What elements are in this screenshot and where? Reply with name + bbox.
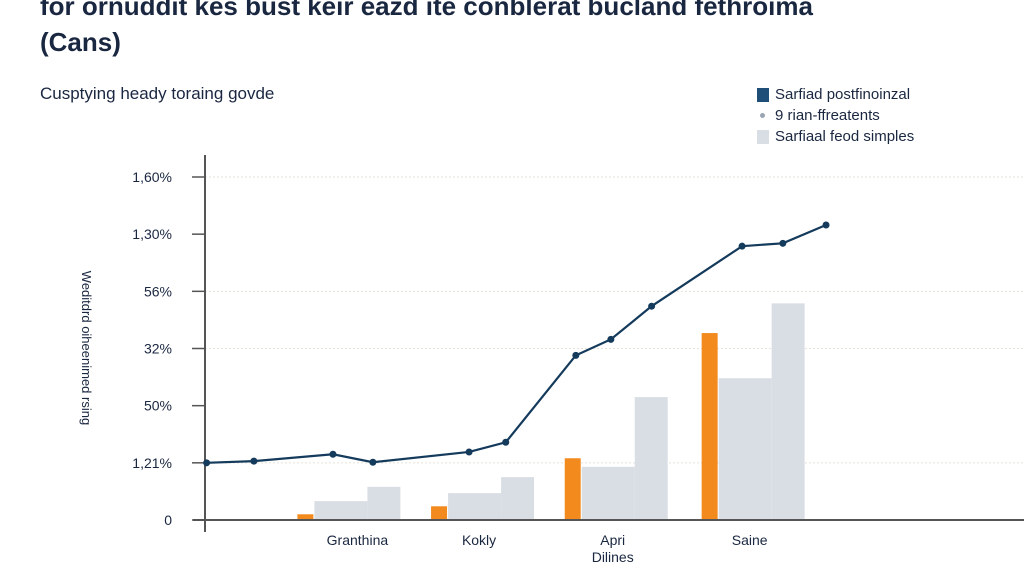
line-point — [465, 448, 473, 456]
legend-item-dot: 9 rian-ffreatents — [757, 105, 914, 126]
bar-sarfiaal-feod-simples-2 — [501, 477, 535, 520]
line-point — [572, 351, 580, 359]
bar-orange — [701, 333, 718, 520]
legend-swatch-gray — [757, 129, 769, 144]
bar-sarfiaal-feod-simples — [314, 501, 368, 520]
bar-sarfiaal-feod-simples-2 — [771, 303, 805, 520]
line-point — [203, 459, 211, 467]
y-tick-label: 1,60% — [132, 169, 172, 185]
legend: Sarfiad postfinoinzal 9 rian-ffreatents … — [757, 84, 914, 147]
x-category-label: Granthina — [327, 532, 389, 548]
bar-sarfiaal-feod-simples-2 — [634, 397, 668, 520]
chart-title-line-1: for ornuddit kes bust keir eazd ite conb… — [40, 0, 813, 21]
line-point — [329, 450, 337, 458]
chart-subtitle: Cusptying heady toraing govde — [40, 84, 275, 103]
line-point — [648, 302, 656, 310]
legend-swatch-dark-blue — [757, 87, 769, 102]
legend-item-gray: Sarfiaal feod simples — [757, 126, 914, 147]
line-point — [607, 335, 615, 343]
y-tick-label: 1,21% — [132, 455, 172, 471]
line-point — [738, 242, 746, 250]
y-tick-label: 1,30% — [132, 226, 172, 242]
y-tick-label: 32% — [144, 341, 172, 357]
x-category-label: Kokly — [462, 532, 496, 548]
line-point — [250, 457, 258, 465]
trend-line — [206, 224, 827, 464]
line-point — [369, 458, 377, 466]
chart-title: for ornuddit kes bust keir eazd ite conb… — [40, 0, 813, 60]
bar-sarfiaal-feod-simples-2 — [367, 486, 401, 520]
chart-title-line-2: (Cans) — [40, 27, 121, 57]
bar-orange — [297, 514, 314, 520]
y-tick-label: 50% — [144, 398, 172, 414]
x-category-label: Apri — [600, 532, 625, 548]
bar-sarfiaal-feod-simples — [581, 466, 635, 520]
x-category-label: Dilines — [592, 549, 634, 565]
bar-orange — [431, 506, 448, 520]
legend-label: 9 rian-ffreatents — [775, 107, 880, 124]
y-axis-label: Weditdrd oiheenimed rsing — [79, 271, 94, 425]
bar-sarfiaal-feod-simples — [718, 378, 772, 520]
legend-label: Sarfiad postfinoinzal — [775, 86, 911, 103]
bar-orange — [564, 458, 581, 520]
bar-sarfiaal-feod-simples — [448, 493, 502, 520]
legend-label: Sarfiaal feod simples — [775, 128, 915, 145]
x-category-label: Saine — [732, 532, 768, 548]
y-tick-label: 56% — [144, 283, 172, 299]
legend-item-line: Sarfiad postfinoinzal — [757, 84, 914, 105]
legend-dot-icon — [760, 113, 765, 118]
line-point — [779, 239, 787, 247]
line-point — [502, 438, 510, 446]
y-tick-label: 0 — [164, 512, 172, 528]
line-point — [822, 221, 830, 229]
